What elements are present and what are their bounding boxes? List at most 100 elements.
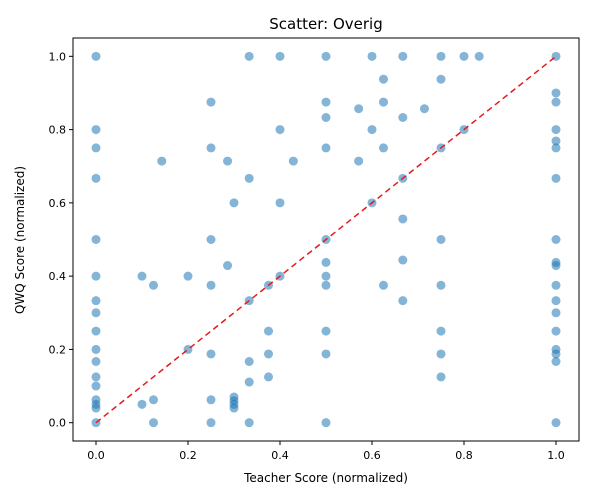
scatter-point (223, 261, 233, 271)
scatter-point (244, 173, 254, 183)
scatter-point (459, 51, 469, 61)
scatter-point (551, 326, 561, 336)
scatter-point (244, 51, 254, 61)
y-tick-label: 0.2 (49, 343, 67, 356)
scatter-point (91, 308, 101, 318)
y-tick-label: 1.0 (49, 50, 67, 63)
scatter-point (149, 395, 158, 405)
scatter-point (379, 97, 388, 107)
scatter-point (91, 403, 101, 413)
scatter-point (223, 156, 233, 166)
scatter-point (91, 372, 101, 382)
scatter-point (398, 296, 408, 306)
scatter-point (551, 418, 561, 428)
scatter-point (321, 97, 331, 107)
y-tick-label: 0.8 (49, 124, 67, 137)
scatter-point (275, 125, 285, 135)
scatter-point (91, 173, 101, 183)
scatter-point (244, 418, 254, 428)
scatter-point (321, 280, 331, 290)
x-axis-label: Teacher Score (normalized) (243, 471, 408, 485)
y-axis-label: QWQ Score (normalized) (13, 166, 27, 314)
y-axis-ticks: 0.0 0.2 0.4 0.6 0.8 1.0 (49, 50, 73, 430)
scatter-point (551, 173, 561, 183)
scatter-point (551, 143, 561, 153)
scatter-point (137, 271, 147, 281)
scatter-point (551, 125, 561, 135)
scatter-point (321, 51, 331, 61)
scatter-point (321, 271, 331, 281)
scatter-point (321, 113, 331, 123)
scatter-point (379, 74, 388, 84)
scatter-point (551, 280, 561, 290)
scatter-point (551, 349, 561, 359)
scatter-point (244, 356, 254, 366)
scatter-point (436, 326, 446, 336)
scatter-point (91, 296, 101, 306)
chart-title: Scatter: Overig (269, 15, 382, 33)
scatter-point (321, 349, 331, 359)
scatter-point (321, 418, 331, 428)
scatter-point (436, 349, 446, 359)
scatter-point (551, 136, 561, 146)
scatter-point (229, 403, 239, 413)
x-tick-label: 1.0 (547, 449, 565, 462)
scatter-point (354, 156, 364, 166)
scatter-point (321, 326, 331, 336)
scatter-point (367, 51, 377, 61)
plot-area-frame (72, 37, 580, 442)
scatter-point (288, 156, 298, 166)
scatter-point (206, 418, 216, 428)
scatter-point (367, 125, 377, 135)
scatter-point (264, 372, 273, 382)
x-tick-label: 0.4 (271, 449, 289, 462)
scatter-point (206, 280, 216, 290)
scatter-point (91, 143, 101, 153)
scatter-point (264, 326, 273, 336)
scatter-point (275, 198, 285, 208)
scatter-point (398, 214, 408, 224)
scatter-point (436, 280, 446, 290)
scatter-point (551, 296, 561, 306)
scatter-point (436, 51, 446, 61)
scatter-point (436, 74, 446, 84)
y-tick-label: 0.4 (49, 270, 67, 283)
x-tick-label: 0.2 (179, 449, 197, 462)
scatter-point (183, 271, 193, 281)
scatter-point (206, 235, 216, 244)
scatter-point (379, 143, 388, 153)
scatter-point (157, 156, 167, 166)
scatter-point (91, 235, 101, 244)
scatter-point (91, 344, 101, 354)
scatter-point (206, 395, 216, 405)
scatter-point (91, 326, 101, 336)
x-axis-ticks: 0.0 0.2 0.4 0.6 0.8 1.0 (87, 441, 565, 462)
scatter-point (551, 97, 561, 107)
scatter-point (229, 198, 239, 208)
scatter-point (206, 349, 216, 359)
scatter-point (551, 235, 561, 244)
scatter-point (206, 143, 216, 153)
x-tick-label: 0.8 (455, 449, 473, 462)
scatter-point (244, 377, 254, 387)
scatter-point (436, 372, 446, 382)
scatter-point (551, 88, 561, 98)
scatter-point (137, 399, 147, 409)
scatter-point (275, 51, 285, 61)
y-tick-label: 0.6 (49, 197, 67, 210)
scatter-point (149, 418, 158, 428)
scatter-point (91, 125, 101, 135)
scatter-point (474, 51, 484, 61)
scatter-point (91, 51, 101, 61)
scatter-point (91, 271, 101, 281)
scatter-point (91, 381, 101, 391)
scatter-point (551, 261, 561, 271)
scatter-point (264, 349, 273, 359)
scatter-point (398, 51, 408, 61)
scatter-point (419, 104, 429, 114)
y-tick-label: 0.0 (49, 417, 67, 430)
scatter-point (436, 235, 446, 244)
scatter-point (321, 257, 331, 267)
scatter-point (551, 356, 561, 366)
x-tick-label: 0.6 (363, 449, 381, 462)
